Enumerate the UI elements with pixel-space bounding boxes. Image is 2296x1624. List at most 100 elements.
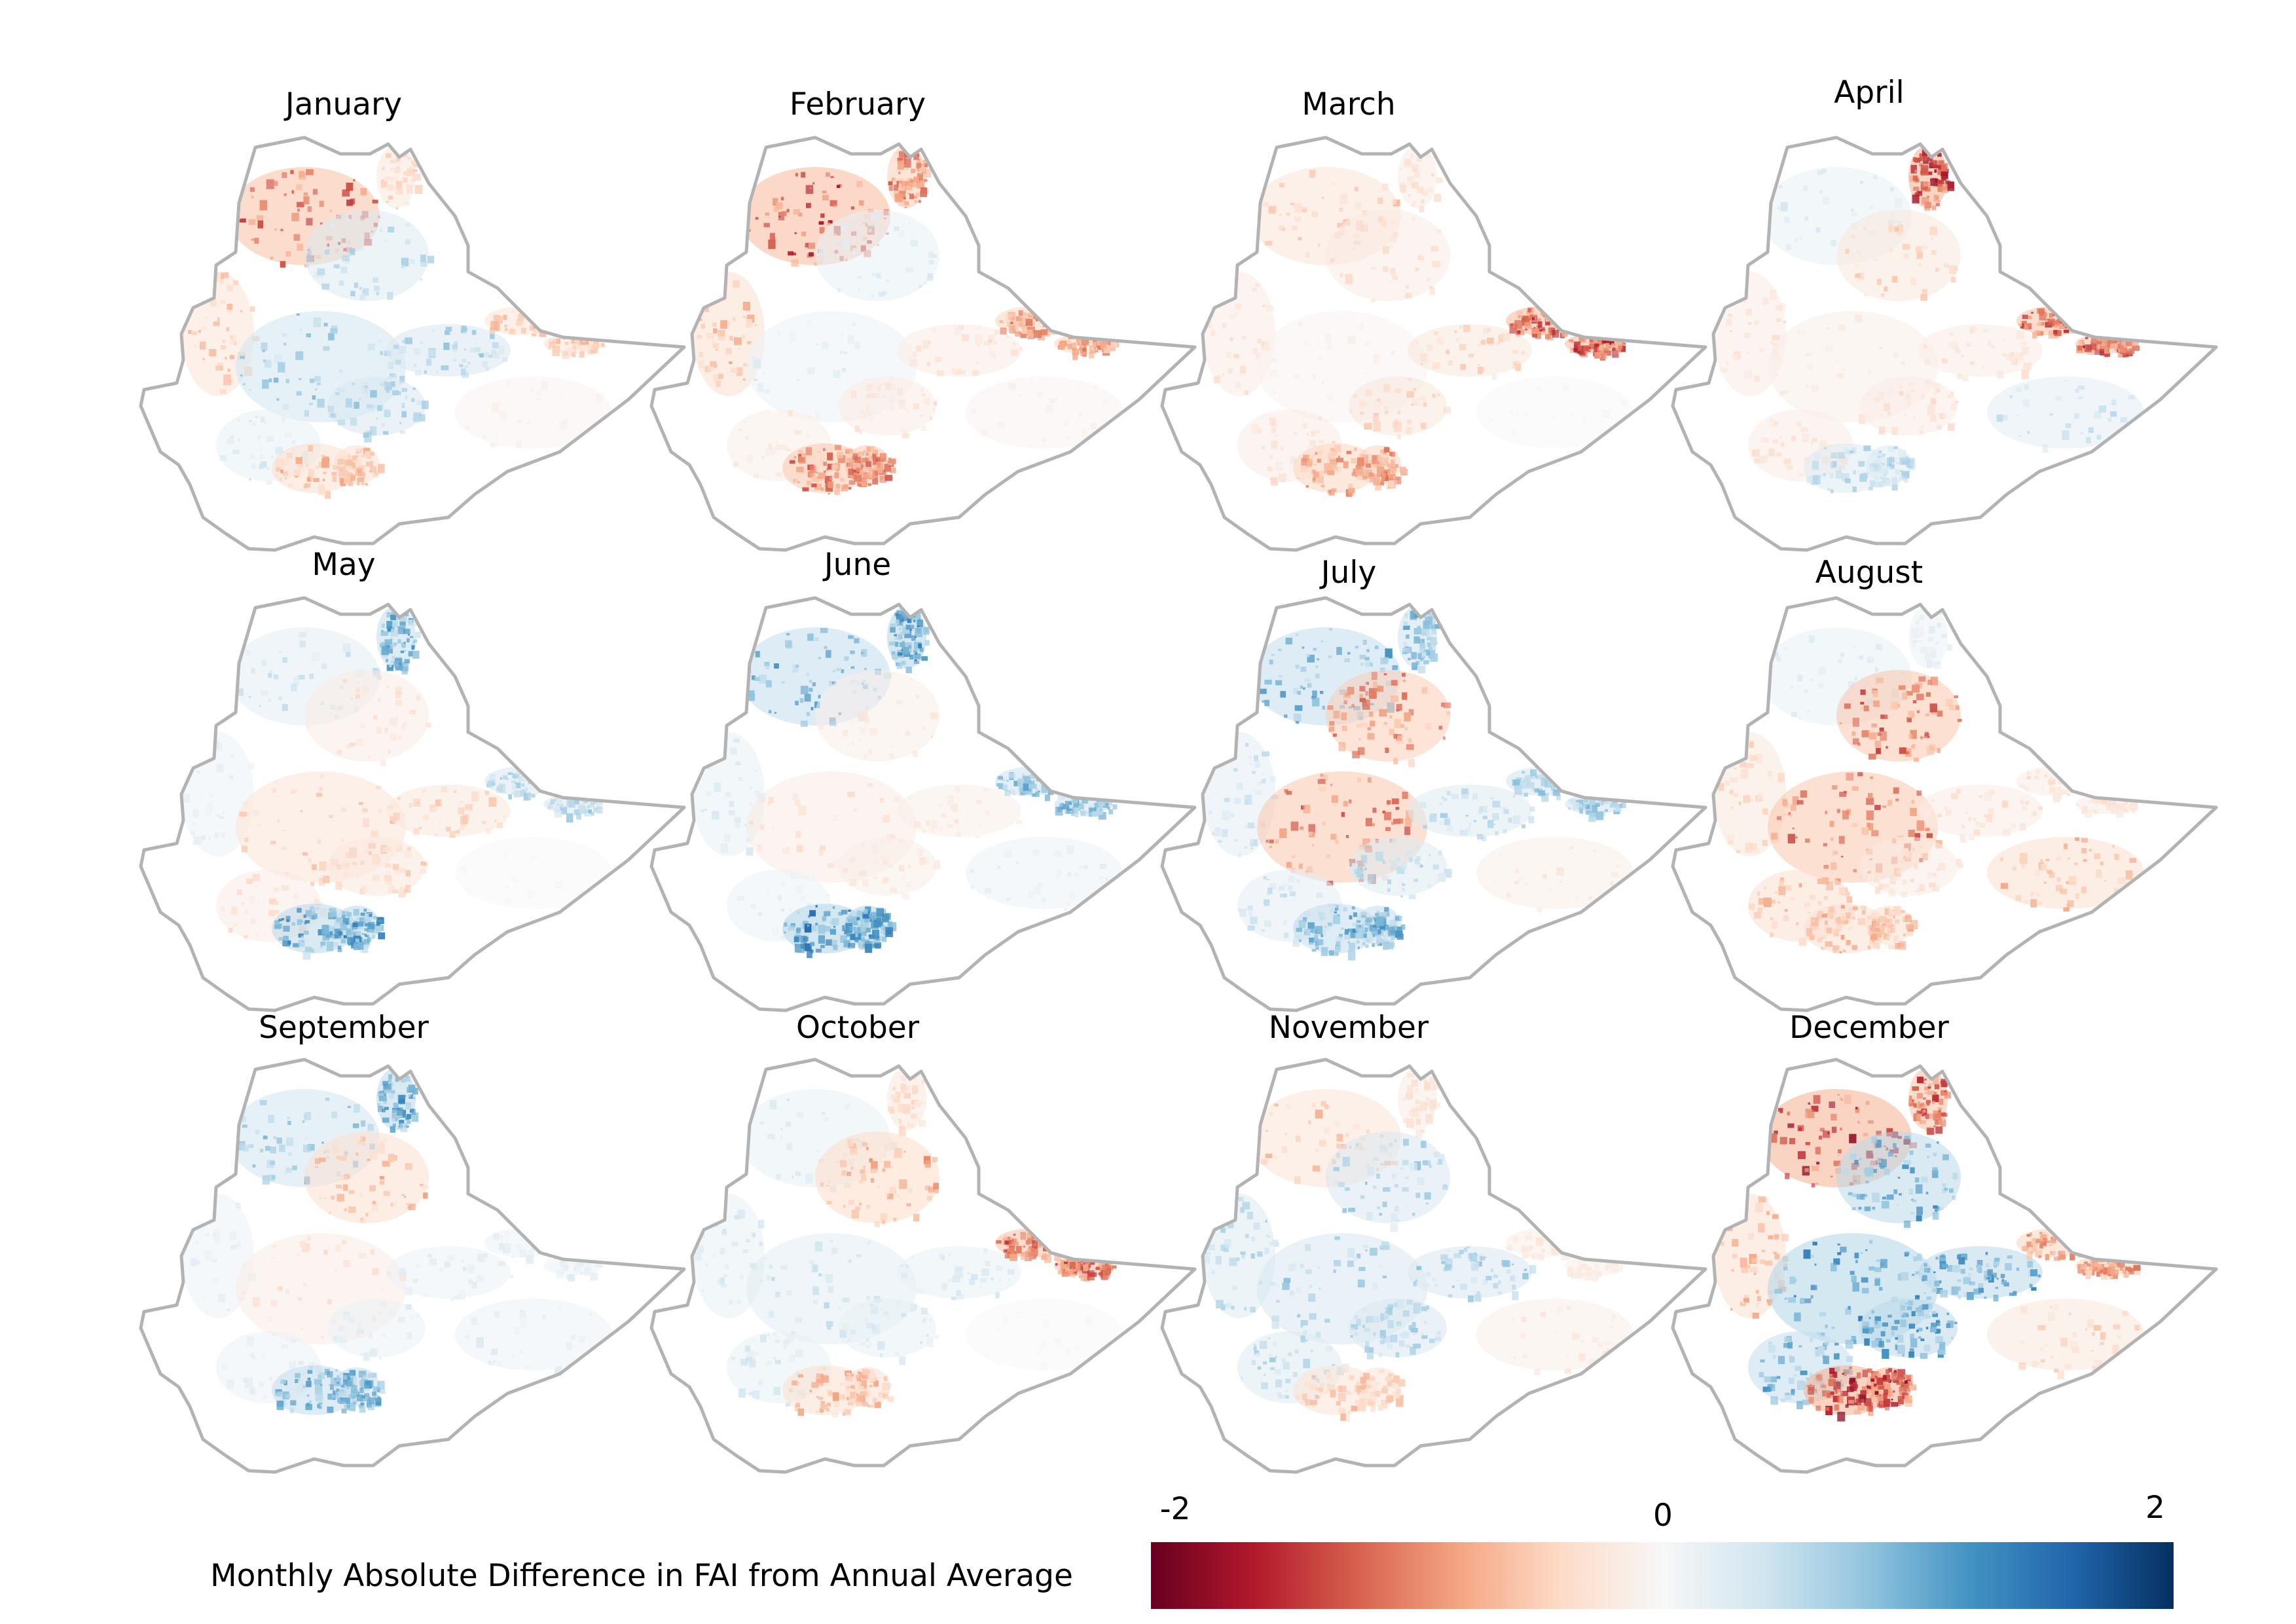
- pixel-speckle: [706, 295, 710, 298]
- pixel-speckle: [876, 678, 879, 682]
- pixel-speckle: [1851, 208, 1854, 212]
- pixel-speckle: [861, 937, 865, 942]
- pixel-speckle: [337, 948, 342, 952]
- pixel-speckle: [699, 352, 703, 358]
- pixel-speckle: [532, 329, 536, 333]
- pixel-speckle: [1920, 736, 1923, 739]
- pixel-speckle: [1855, 314, 1863, 323]
- pixel-speckle: [423, 815, 429, 821]
- pixel-speckle: [249, 389, 252, 391]
- pixel-speckle: [1840, 913, 1846, 921]
- pixel-speckle: [818, 478, 823, 481]
- pixel-speckle: [1846, 773, 1854, 781]
- pixel-speckle: [1351, 906, 1355, 910]
- pixel-speckle: [386, 621, 393, 629]
- pixel-speckle: [406, 638, 410, 642]
- pixel-speckle: [591, 811, 594, 816]
- pixel-speckle: [229, 775, 234, 779]
- pixel-speckle: [242, 845, 247, 853]
- pixel-speckle: [537, 398, 541, 401]
- pixel-speckle: [1397, 818, 1404, 824]
- pixel-speckle: [801, 453, 806, 458]
- pixel-speckle: [1283, 883, 1286, 887]
- pixel-speckle: [883, 815, 890, 823]
- pixel-speckle: [395, 207, 398, 210]
- pixel-speckle: [506, 778, 509, 780]
- pixel-speckle: [553, 316, 556, 320]
- pixel-speckle: [439, 822, 441, 825]
- pixel-speckle: [2110, 807, 2115, 813]
- pixel-speckle: [2049, 872, 2055, 878]
- pixel-speckle: [1795, 836, 1798, 839]
- country-border: [649, 596, 1197, 1012]
- pixel-speckle: [305, 910, 312, 917]
- pixel-speckle: [1425, 187, 1433, 193]
- pixel-speckle: [913, 153, 919, 160]
- pixel-speckle: [1927, 171, 1933, 175]
- pixel-speckle: [1588, 896, 1593, 899]
- pixel-speckle: [1751, 449, 1760, 457]
- pixel-speckle: [1733, 792, 1739, 798]
- pixel-speckle: [1298, 920, 1306, 928]
- pixel-speckle: [1844, 703, 1851, 709]
- pixel-speckle: [1416, 341, 1419, 343]
- pixel-speckle: [706, 333, 714, 339]
- pixel-speckle: [390, 629, 398, 637]
- pixel-speckle: [2018, 435, 2021, 437]
- pixel-speckle: [240, 374, 243, 377]
- pixel-speckle: [2124, 893, 2128, 896]
- pixel-speckle: [801, 231, 807, 236]
- pixel-speckle: [373, 277, 378, 283]
- pixel-speckle: [1906, 717, 1912, 722]
- pixel-speckle: [363, 433, 369, 438]
- pixel-speckle: [874, 394, 879, 398]
- pixel-speckle: [1339, 195, 1347, 204]
- pixel-speckle: [1377, 197, 1383, 204]
- pixel-speckle: [876, 908, 884, 917]
- pixel-speckle: [1359, 654, 1366, 659]
- pixel-speckle: [1959, 834, 1966, 843]
- pixel-speckle: [376, 727, 382, 734]
- pixel-speckle: [1074, 872, 1079, 877]
- pixel-speckle: [410, 170, 413, 174]
- pixel-speckle: [1408, 177, 1413, 181]
- pixel-speckle: [1365, 389, 1372, 397]
- pixel-speckle: [1794, 238, 1798, 242]
- pixel-speckle: [1597, 337, 1604, 345]
- pixel-speckle: [1250, 840, 1254, 843]
- pixel-speckle: [894, 226, 900, 231]
- pixel-speckle: [2074, 862, 2078, 866]
- pixel-speckle: [1868, 877, 1870, 879]
- pixel-speckle: [376, 862, 379, 865]
- pixel-speckle: [765, 664, 770, 669]
- pixel-speckle: [1889, 465, 1895, 470]
- pixel-speckle: [903, 158, 911, 168]
- pixel-speckle: [1903, 253, 1909, 259]
- pixel-speckle: [856, 468, 860, 472]
- pixel-speckle: [1387, 463, 1394, 468]
- pixel-speckle: [745, 435, 749, 440]
- pixel-speckle: [1937, 622, 1942, 627]
- pixel-speckle: [323, 323, 328, 327]
- pixel-speckle: [1420, 363, 1423, 365]
- pixel-speckle: [279, 477, 282, 481]
- pixel-speckle: [221, 832, 225, 838]
- pixel-speckle: [321, 925, 329, 935]
- pixel-speckle: [2127, 803, 2130, 808]
- pixel-speckle: [1071, 798, 1078, 803]
- pixel-speckle: [587, 807, 590, 809]
- map-panel-june: June: [649, 547, 1197, 1012]
- pixel-speckle: [828, 220, 833, 224]
- pixel-speckle: [806, 672, 810, 676]
- pixel-speckle: [451, 835, 454, 838]
- pixel-speckle: [1854, 676, 1857, 681]
- pixel-speckle: [1774, 891, 1779, 895]
- pixel-speckle: [2032, 331, 2037, 339]
- pixel-speckle: [1069, 811, 1072, 813]
- pixel-speckle: [1548, 312, 1551, 316]
- pixel-speckle: [1937, 153, 1942, 157]
- pixel-speckle: [242, 383, 246, 386]
- pixel-speckle: [329, 908, 337, 917]
- pixel-speckle: [981, 429, 987, 435]
- pixel-speckle: [1478, 810, 1482, 815]
